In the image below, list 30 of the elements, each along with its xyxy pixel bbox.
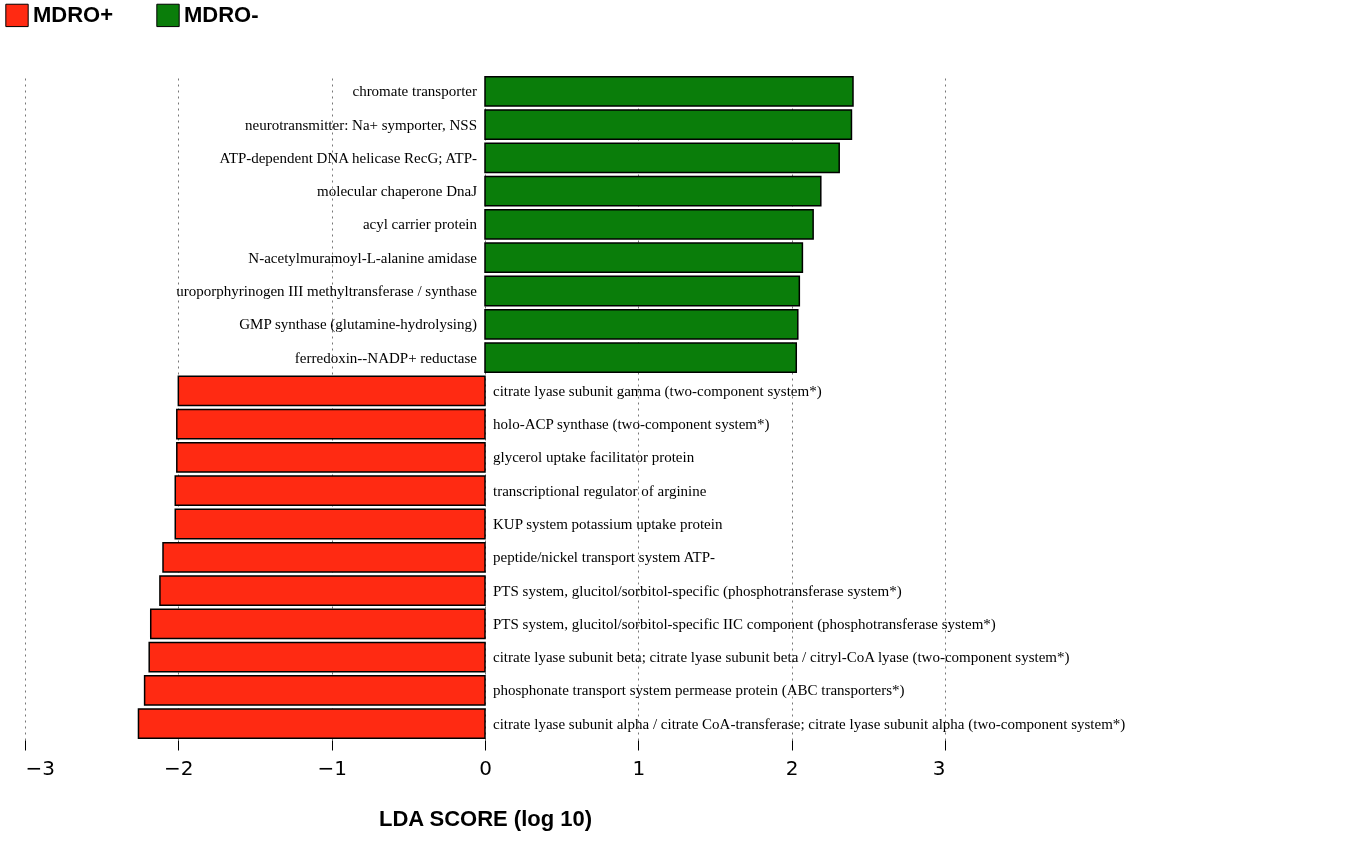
y-tick-label: KUP system potassium uptake protein <box>493 515 723 532</box>
x-axis-title: LDA SCORE (log 10) <box>378 805 593 831</box>
x-tick-label: 3 <box>932 755 946 780</box>
y-tick-label: glycerol uptake facilitator protein <box>493 449 695 466</box>
x-tick-label: −2 <box>164 755 194 780</box>
y-tick-label: ATP-dependent DNA helicase RecG; ATP- <box>219 149 477 166</box>
y-tick-label: GMP synthase (glutamine-hydrolysing) <box>239 316 477 334</box>
y-tick-label: phosphonate transport system permease protein (ABC transporters*) <box>493 682 905 700</box>
y-tick-label: transcriptional regulator of arginine <box>493 482 707 499</box>
y-tick-label: molecular chaperone DnaJ <box>317 183 478 200</box>
x-tick-label: 1 <box>632 755 646 780</box>
x-tick-label: −1 <box>317 755 347 780</box>
y-tick-label: holo-ACP synthase (two-component system*) <box>493 416 770 434</box>
y-tick-label: ferredoxin--NADP+ reductase <box>294 349 478 366</box>
legend-label: MDRO+ <box>33 2 114 28</box>
y-tick-label: PTS system, glucitol/sorbitol-specific IIC component (phosphotransferase system*) <box>493 615 996 633</box>
y-tick-label: acyl carrier protein <box>362 216 478 233</box>
legend-label: MDRO- <box>184 2 259 28</box>
x-tick-label: −3 <box>25 755 55 780</box>
y-tick-label: neurotransmitter: Na+ symporter, NSS <box>245 116 477 133</box>
y-tick-label: chromate transporter <box>352 83 477 100</box>
y-tick-label: citrate lyase subunit gamma (two-component system*) <box>493 382 822 400</box>
y-tick-label: N-acetylmuramoyl-L-alanine amidase <box>248 249 478 266</box>
y-tick-label: citrate lyase subunit alpha / citrate CoA-transferase; citrate lyase subunit alpha (two-component system*) <box>493 715 1126 733</box>
y-tick-label: peptide/nickel transport system ATP- <box>493 549 716 566</box>
x-tick-label: 0 <box>479 755 492 780</box>
x-tick-label: 2 <box>785 755 799 780</box>
y-tick-label: PTS system, glucitol/sorbitol-specific (phosphotransferase system*) <box>493 582 902 600</box>
y-tick-label: citrate lyase subunit beta; citrate lyase subunit beta / citryl-CoA lyase (two-component system*) <box>493 649 1070 667</box>
y-tick-label: uroporphyrinogen III methyltransferase / synthase <box>176 283 478 300</box>
